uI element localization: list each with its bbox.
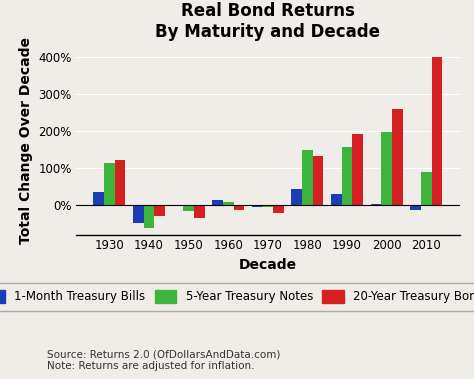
- Bar: [212, 200, 223, 205]
- Bar: [104, 163, 115, 205]
- Legend: 1-Month Treasury Bills, 5-Year Treasury Notes, 20-Year Treasury Bonds: 1-Month Treasury Bills, 5-Year Treasury …: [0, 283, 474, 310]
- Bar: [263, 205, 273, 207]
- Bar: [421, 172, 432, 205]
- Bar: [410, 205, 421, 210]
- Bar: [173, 205, 183, 207]
- Bar: [302, 150, 313, 205]
- Bar: [432, 56, 442, 205]
- Bar: [183, 205, 194, 211]
- Bar: [252, 205, 263, 207]
- Title: Real Bond Returns
By Maturity and Decade: Real Bond Returns By Maturity and Decade: [155, 2, 380, 41]
- Bar: [234, 205, 244, 210]
- X-axis label: Decade: Decade: [239, 258, 297, 272]
- Bar: [342, 147, 352, 205]
- Bar: [381, 132, 392, 205]
- Bar: [352, 133, 363, 205]
- Bar: [155, 205, 165, 216]
- Bar: [392, 109, 403, 205]
- Bar: [144, 205, 155, 227]
- Bar: [292, 189, 302, 205]
- Bar: [93, 192, 104, 205]
- Text: Source: Returns 2.0 (OfDollarsAndData.com)
Note: Returns are adjusted for inflat: Source: Returns 2.0 (OfDollarsAndData.co…: [47, 350, 281, 371]
- Bar: [133, 205, 144, 223]
- Y-axis label: Total Change Over Decade: Total Change Over Decade: [19, 37, 33, 244]
- Bar: [115, 160, 126, 205]
- Bar: [313, 156, 323, 205]
- Bar: [371, 204, 381, 205]
- Bar: [223, 202, 234, 205]
- Bar: [331, 194, 342, 205]
- Bar: [273, 205, 284, 213]
- Bar: [194, 205, 205, 218]
